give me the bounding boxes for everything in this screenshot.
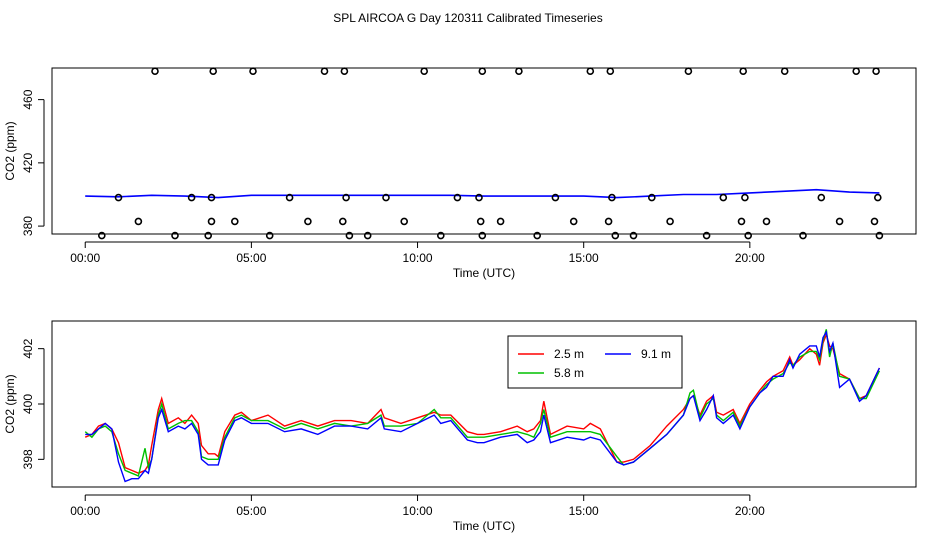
data-point bbox=[340, 67, 349, 75]
data-point bbox=[586, 67, 595, 75]
data-point bbox=[666, 217, 674, 226]
x-tick-label: 15:00 bbox=[569, 504, 599, 518]
data-point bbox=[207, 217, 216, 226]
data-point bbox=[453, 193, 462, 202]
co2-line-series bbox=[85, 188, 880, 199]
data-point bbox=[478, 231, 487, 240]
series-line-9-1-m bbox=[85, 330, 881, 483]
data-point bbox=[496, 217, 505, 226]
data-point bbox=[799, 231, 807, 240]
legend-label: 5.8 m bbox=[554, 366, 584, 380]
x-tick-label: 00:00 bbox=[70, 504, 100, 518]
data-point bbox=[873, 193, 882, 202]
x-axis-label: Time (UTC) bbox=[453, 266, 515, 280]
data-point bbox=[478, 67, 487, 75]
data-point bbox=[114, 193, 123, 202]
data-point bbox=[265, 231, 274, 240]
data-point bbox=[606, 67, 615, 75]
y-tick-label: 460 bbox=[21, 89, 35, 109]
data-point bbox=[249, 67, 257, 75]
data-point bbox=[342, 193, 350, 202]
data-point bbox=[741, 193, 749, 202]
data-point bbox=[320, 67, 329, 75]
data-point bbox=[382, 193, 390, 202]
data-point bbox=[762, 217, 771, 226]
data-point bbox=[475, 193, 483, 202]
x-tick-label: 15:00 bbox=[569, 251, 599, 265]
data-point bbox=[363, 231, 372, 240]
data-point bbox=[207, 193, 216, 202]
x-tick-label: 10:00 bbox=[403, 251, 433, 265]
data-point bbox=[817, 193, 826, 202]
data-point bbox=[569, 217, 578, 226]
data-point bbox=[209, 67, 217, 75]
data-point bbox=[338, 217, 347, 226]
data-point bbox=[647, 193, 656, 202]
data-point bbox=[515, 67, 523, 75]
plot-frame bbox=[51, 320, 917, 488]
y-axis-label: CO2 (ppm) bbox=[3, 121, 17, 180]
x-tick-label: 20:00 bbox=[735, 251, 765, 265]
data-point bbox=[204, 231, 212, 240]
data-point bbox=[551, 193, 560, 202]
chart-title: SPL AIRCOA G Day 120311 Calibrated Times… bbox=[333, 11, 602, 25]
data-point bbox=[285, 193, 294, 202]
data-point bbox=[608, 193, 616, 202]
data-point bbox=[151, 67, 159, 75]
data-point bbox=[171, 231, 179, 240]
data-point bbox=[533, 231, 542, 240]
data-point bbox=[719, 193, 728, 202]
x-tick-label: 00:00 bbox=[70, 251, 100, 265]
y-axis-label: CO2 (ppm) bbox=[3, 374, 17, 433]
top-panel: 00:00 05:00 10:00 15:00 20:00 Time (UTC) 380 42… bbox=[3, 67, 917, 280]
x-tick-label: 20:00 bbox=[735, 504, 765, 518]
y-tick-label: 402 bbox=[21, 338, 35, 358]
legend-label: 9.1 m bbox=[641, 347, 671, 361]
data-point bbox=[98, 231, 106, 240]
data-point bbox=[400, 217, 409, 226]
data-point bbox=[187, 193, 196, 202]
legend-box bbox=[507, 335, 683, 389]
data-point bbox=[420, 67, 429, 75]
x-tick-label: 05:00 bbox=[236, 504, 266, 518]
y-tick-label: 420 bbox=[21, 153, 35, 173]
plot-frame bbox=[51, 67, 917, 235]
bottom-panel: 00:00 05:00 10:00 15:00 20:00 Time (UTC) 398 40… bbox=[3, 320, 917, 533]
legend-label: 2.5 m bbox=[554, 347, 584, 361]
data-point bbox=[870, 217, 879, 226]
x-tick-label: 05:00 bbox=[236, 251, 266, 265]
x-axis-label: Time (UTC) bbox=[453, 519, 515, 533]
data-point bbox=[780, 67, 789, 75]
data-point bbox=[702, 231, 711, 240]
y-tick-label: 400 bbox=[21, 394, 35, 414]
series-line-2-5-m bbox=[84, 332, 881, 474]
data-point bbox=[737, 217, 746, 226]
data-point bbox=[134, 217, 143, 226]
data-point bbox=[684, 67, 693, 75]
y-tick-label: 398 bbox=[21, 449, 35, 469]
data-point bbox=[604, 217, 613, 226]
x-tick-label: 10:00 bbox=[403, 504, 433, 518]
data-point bbox=[345, 231, 354, 240]
data-point bbox=[852, 67, 861, 75]
data-point bbox=[875, 231, 884, 240]
data-point bbox=[304, 217, 312, 226]
y-tick-label: 380 bbox=[21, 216, 35, 236]
data-point bbox=[436, 231, 445, 240]
data-point bbox=[231, 217, 239, 226]
data-point bbox=[744, 231, 753, 240]
data-point bbox=[476, 217, 485, 226]
data-point bbox=[611, 231, 620, 240]
data-point bbox=[629, 231, 638, 240]
data-point bbox=[739, 67, 748, 75]
series-line-5-8-m bbox=[84, 329, 881, 477]
data-point bbox=[872, 67, 880, 75]
data-point bbox=[835, 217, 844, 226]
